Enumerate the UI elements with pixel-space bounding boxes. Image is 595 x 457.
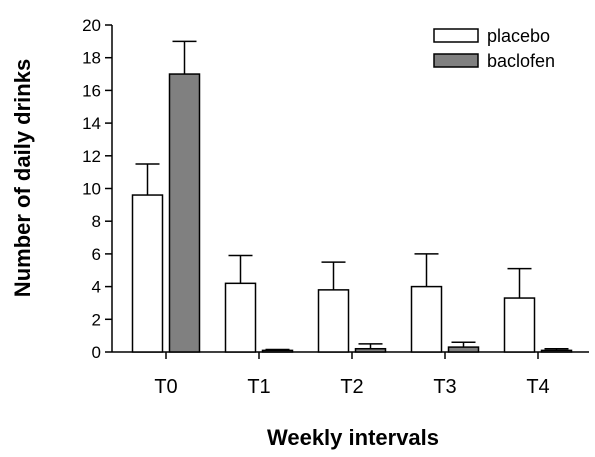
bar-placebo-T1 [224,282,257,353]
bar-placebo-T4 [503,297,536,353]
y-tick-label: 6 [92,245,101,264]
bar-baclofen-T0 [168,73,201,353]
x-axis-title: Weekly intervals [267,425,439,450]
bar-baclofen-T4 [540,349,573,353]
bar-baclofen-T2 [354,347,387,353]
legend-swatch-baclofen [433,53,479,68]
y-tick-label: 12 [82,147,101,166]
y-tick-label: 4 [92,278,101,297]
x-tick-label: T1 [247,376,270,398]
x-tick-label: T3 [433,376,456,398]
y-tick-label: 0 [92,343,101,362]
x-tick-label: T0 [154,376,177,398]
bar-placebo-T3 [410,285,443,353]
bar-baclofen-T3 [447,346,480,353]
y-tick-label: 16 [82,81,101,100]
bar-placebo-T2 [317,289,350,353]
legend-label-baclofen: baclofen [487,51,555,71]
bars [131,40,573,353]
legend: placebo baclofen [433,26,555,71]
x-tick-label: T4 [526,376,549,398]
y-tick-label: 20 [82,16,101,35]
x-tick-label: T2 [340,376,363,398]
bar-placebo-T0 [131,194,164,353]
y-tick-label: 8 [92,212,101,231]
bar-baclofen-T1 [261,349,294,353]
y-tick-label: 2 [92,310,101,329]
legend-label-placebo: placebo [487,26,550,46]
y-tick-label: 10 [82,180,101,199]
x-axis: T0 T1 T2 T3 T4 [112,351,589,398]
y-tick-label: 14 [82,114,101,133]
y-axis: 0 2 4 6 8 10 12 14 16 18 20 [82,16,113,362]
y-axis-title: Number of daily drinks [10,59,35,297]
y-tick-label: 18 [82,49,101,68]
legend-swatch-placebo [433,28,479,43]
